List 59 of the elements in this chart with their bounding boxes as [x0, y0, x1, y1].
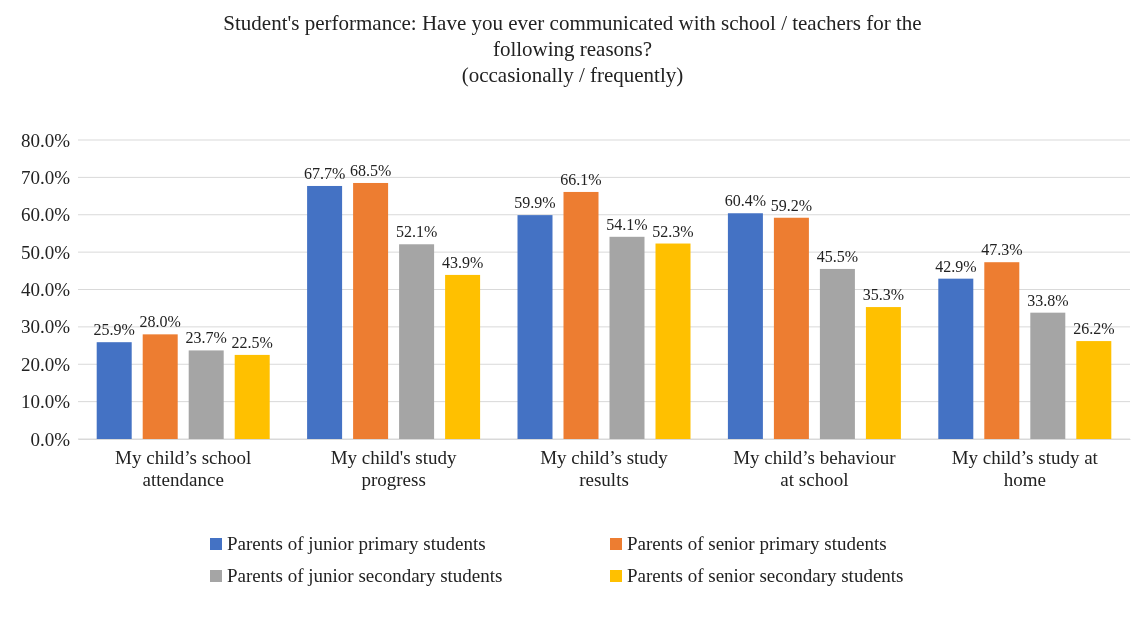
y-tick-label: 20.0% [20, 353, 71, 375]
bar [819, 268, 855, 439]
bar [353, 182, 389, 439]
legend-label: Parents of junior primary students [227, 533, 486, 554]
data-label: 54.1% [606, 215, 648, 233]
chart-title: Student's performance: Have you ever communicated with school / teachers for the following reasons? (occasionally / frequently) [223, 11, 922, 87]
x-tick-label: My child’s behaviour at school [733, 447, 897, 491]
data-label: 52.3% [652, 222, 694, 240]
data-label: 22.5% [231, 333, 273, 351]
data-label: 33.8% [1027, 291, 1069, 309]
bar [517, 215, 553, 439]
data-label: 25.9% [93, 321, 135, 339]
bar [938, 278, 974, 439]
y-tick-label: 50.0% [20, 241, 71, 263]
y-tick-label: 80.0% [20, 129, 71, 151]
legend-label: Parents of senior primary students [627, 533, 887, 554]
y-tick-label: 0.0% [30, 428, 71, 450]
bar [399, 244, 435, 439]
bar [609, 236, 645, 439]
y-tick-label: 40.0% [20, 279, 71, 301]
bar [563, 191, 599, 439]
bar [188, 350, 224, 439]
data-label: 43.9% [441, 253, 484, 271]
data-label: 59.2% [770, 196, 813, 214]
x-tick-label: My child’s study results [540, 447, 669, 491]
legend-label: Parents of senior secondary students [627, 565, 904, 586]
data-label: 67.7% [303, 164, 346, 182]
bar [984, 262, 1020, 439]
bar [142, 334, 178, 439]
data-label: 45.5% [816, 247, 859, 265]
bar [773, 217, 809, 439]
x-tick-label: My child’s school attendance [115, 447, 252, 491]
x-tick-label: My child’s study at home [951, 447, 1099, 491]
data-label: 28.0% [139, 313, 181, 331]
y-tick-label: 30.0% [20, 316, 71, 338]
x-tick-label: My child's study progress [330, 447, 458, 491]
bar [307, 185, 343, 439]
bar [1030, 312, 1066, 439]
data-label: 66.1% [560, 170, 602, 188]
data-label: 68.5% [349, 161, 392, 179]
bar [727, 213, 763, 439]
legend-label: Parents of junior secondary students [227, 565, 503, 586]
data-label: 59.9% [514, 194, 556, 212]
bar [96, 342, 132, 439]
data-label: 60.4% [724, 192, 767, 210]
data-label: 26.2% [1073, 320, 1115, 338]
data-label: 47.3% [981, 241, 1023, 259]
y-tick-label: 10.0% [20, 391, 71, 413]
bar [1076, 341, 1112, 439]
bar [655, 243, 691, 439]
y-tick-label: 60.0% [20, 204, 71, 226]
data-label: 35.3% [862, 286, 905, 304]
data-label: 42.9% [935, 257, 977, 275]
bar [865, 307, 901, 439]
data-label: 52.1% [395, 223, 438, 241]
data-label: 23.7% [185, 329, 227, 347]
bar [234, 354, 270, 439]
y-tick-label: 70.0% [20, 166, 71, 188]
bar [445, 274, 481, 439]
